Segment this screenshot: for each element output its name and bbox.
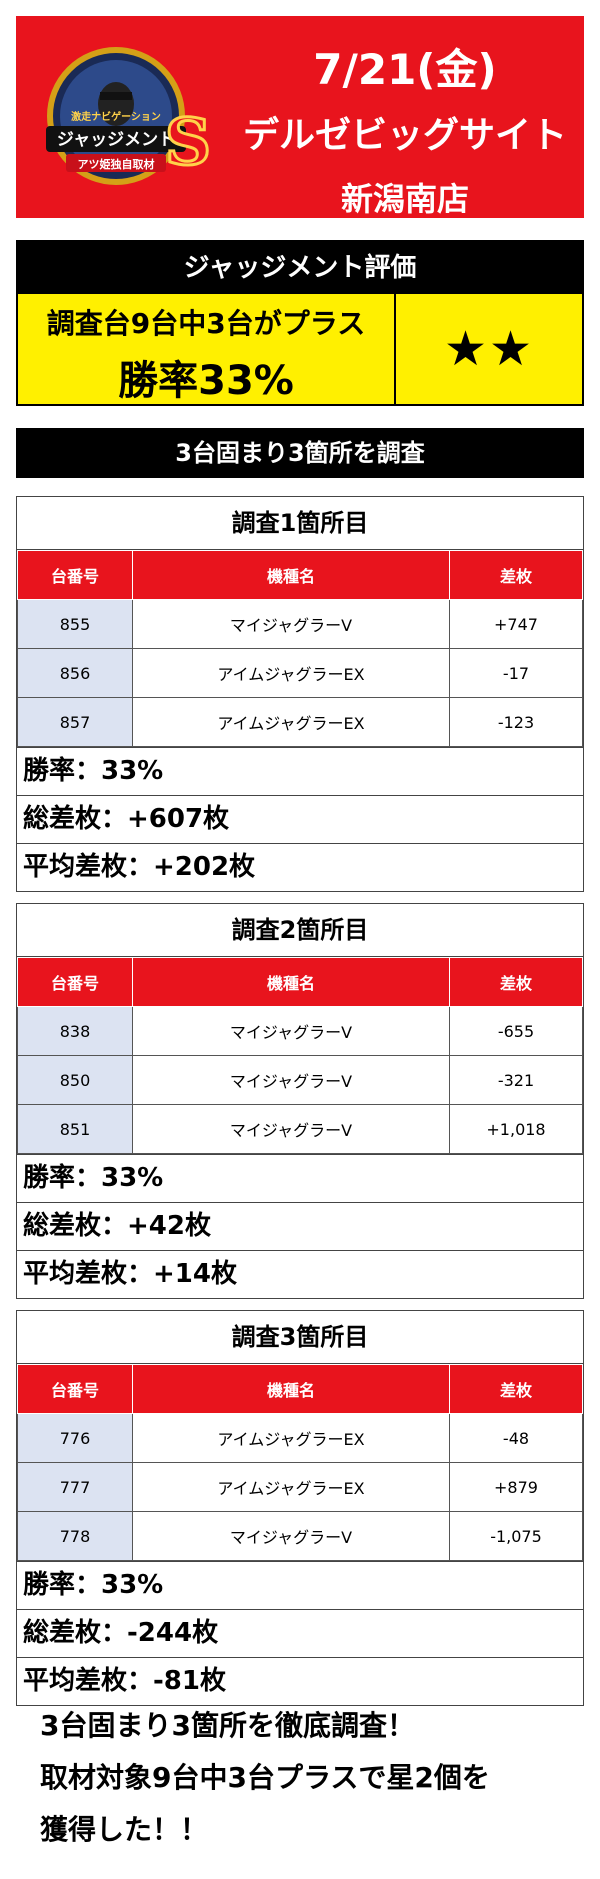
machine-number: 856 bbox=[17, 648, 133, 698]
table-header-row: 台番号 機種名 差枚 bbox=[17, 957, 583, 1007]
machine-number: 855 bbox=[17, 599, 133, 649]
machine-model: マイジャグラーV bbox=[132, 1511, 450, 1561]
survey-title: 調査1箇所目 bbox=[17, 497, 583, 550]
machine-model: マイジャグラーV bbox=[132, 1006, 450, 1056]
machine-diff: +1,018 bbox=[449, 1104, 583, 1154]
total-diff: 総差枚：-244枚 bbox=[17, 1609, 583, 1657]
header-branch-name: 新潟南店 bbox=[340, 180, 469, 218]
survey-title: 調査2箇所目 bbox=[17, 904, 583, 957]
table-row: 857 アイムジャグラーEX -123 bbox=[17, 697, 583, 747]
survey-table: 台番号 機種名 差枚 855 マイジャグラーV +747 856 アイムジャグラ… bbox=[17, 550, 583, 747]
machine-number: 778 bbox=[17, 1511, 133, 1561]
table-row: 776 アイムジャグラーEX -48 bbox=[17, 1413, 583, 1463]
table-row: 855 マイジャグラーV +747 bbox=[17, 599, 583, 649]
machine-model: アイムジャグラーEX bbox=[132, 648, 450, 698]
evaluation-box: ジャッジメント評価 調査台9台中3台がプラス 勝率33% ★★ bbox=[16, 240, 584, 406]
evaluation-stars: ★★ bbox=[396, 294, 582, 404]
win-rate: 勝率：33% bbox=[17, 1561, 583, 1609]
machine-number: 857 bbox=[17, 697, 133, 747]
survey-block-3: 調査3箇所目 台番号 機種名 差枚 776 アイムジャグラーEX -48 777… bbox=[16, 1310, 584, 1706]
machine-diff: -321 bbox=[449, 1055, 583, 1105]
machine-diff: -655 bbox=[449, 1006, 583, 1056]
average-diff: 平均差枚：+14枚 bbox=[17, 1250, 583, 1298]
average-diff: 平均差枚：-81枚 bbox=[17, 1657, 583, 1705]
machine-model: アイムジャグラーEX bbox=[132, 697, 450, 747]
logo-text-main: ジャッジメント bbox=[57, 130, 175, 150]
column-header-number: 台番号 bbox=[17, 957, 133, 1007]
machine-number: 777 bbox=[17, 1462, 133, 1512]
evaluation-summary: 調査台9台中3台がプラス 勝率33% bbox=[18, 294, 396, 404]
footer-line-2: 取材対象9台中3台プラスで星2個を bbox=[40, 1761, 490, 1794]
win-rate: 勝率：33% bbox=[17, 747, 583, 795]
machine-model: アイムジャグラーEX bbox=[132, 1413, 450, 1463]
table-row: 851 マイジャグラーV +1,018 bbox=[17, 1104, 583, 1154]
table-row: 838 マイジャグラーV -655 bbox=[17, 1006, 583, 1056]
table-row: 778 マイジャグラーV -1,075 bbox=[17, 1511, 583, 1561]
column-header-model: 機種名 bbox=[132, 957, 450, 1007]
header-banner: 激走ナビゲーション ジャッジメント アツ姫独自取材 S 7/21(金) デルゼビ… bbox=[16, 16, 584, 218]
section-title: 3台固まり3箇所を調査 bbox=[16, 428, 584, 478]
evaluation-win-rate: 勝率33% bbox=[118, 358, 294, 404]
total-diff: 総差枚：+42枚 bbox=[17, 1202, 583, 1250]
footer-line-1: 3台固まり3箇所を徹底調査！ bbox=[40, 1709, 415, 1742]
machine-diff: -1,075 bbox=[449, 1511, 583, 1561]
machine-number: 851 bbox=[17, 1104, 133, 1154]
footer-line-3: 獲得した！！ bbox=[40, 1813, 209, 1846]
column-header-diff: 差枚 bbox=[449, 957, 583, 1007]
judgment-s-logo: 激走ナビゲーション ジャッジメント アツ姫独自取材 S bbox=[46, 47, 213, 185]
column-header-number: 台番号 bbox=[17, 550, 133, 600]
logo-letter: S bbox=[165, 105, 211, 180]
win-rate: 勝率：33% bbox=[17, 1154, 583, 1202]
table-header-row: 台番号 機種名 差枚 bbox=[17, 1364, 583, 1414]
header-date: 7/21(金) bbox=[313, 45, 497, 94]
column-header-diff: 差枚 bbox=[449, 1364, 583, 1414]
survey-title: 調査3箇所目 bbox=[17, 1311, 583, 1364]
survey-block-2: 調査2箇所目 台番号 機種名 差枚 838 マイジャグラーV -655 850 … bbox=[16, 903, 584, 1299]
total-diff: 総差枚：+607枚 bbox=[17, 795, 583, 843]
table-row: 856 アイムジャグラーEX -17 bbox=[17, 648, 583, 698]
machine-model: マイジャグラーV bbox=[132, 1104, 450, 1154]
machine-diff: -48 bbox=[449, 1413, 583, 1463]
machine-diff: -17 bbox=[449, 648, 583, 698]
table-row: 850 マイジャグラーV -321 bbox=[17, 1055, 583, 1105]
survey-table: 台番号 機種名 差枚 776 アイムジャグラーEX -48 777 アイムジャグ… bbox=[17, 1364, 583, 1561]
machine-model: マイジャグラーV bbox=[132, 1055, 450, 1105]
table-row: 777 アイムジャグラーEX +879 bbox=[17, 1462, 583, 1512]
machine-diff: +747 bbox=[449, 599, 583, 649]
survey-block-1: 調査1箇所目 台番号 機種名 差枚 855 マイジャグラーV +747 856 … bbox=[16, 496, 584, 892]
average-diff: 平均差枚：+202枚 bbox=[17, 843, 583, 891]
machine-model: アイムジャグラーEX bbox=[132, 1462, 450, 1512]
evaluation-line1: 調査台9台中3台がプラス bbox=[46, 307, 366, 340]
column-header-number: 台番号 bbox=[17, 1364, 133, 1414]
survey-table: 台番号 機種名 差枚 838 マイジャグラーV -655 850 マイジャグラー… bbox=[17, 957, 583, 1154]
machine-number: 850 bbox=[17, 1055, 133, 1105]
machine-diff: -123 bbox=[449, 697, 583, 747]
column-header-model: 機種名 bbox=[132, 1364, 450, 1414]
logo-text-sub: アツ姫独自取材 bbox=[78, 157, 155, 171]
column-header-diff: 差枚 bbox=[449, 550, 583, 600]
table-header-row: 台番号 機種名 差枚 bbox=[17, 550, 583, 600]
logo-text-top: 激走ナビゲーション bbox=[71, 110, 161, 123]
machine-model: マイジャグラーV bbox=[132, 599, 450, 649]
column-header-model: 機種名 bbox=[132, 550, 450, 600]
machine-number: 776 bbox=[17, 1413, 133, 1463]
machine-diff: +879 bbox=[449, 1462, 583, 1512]
evaluation-title: ジャッジメント評価 bbox=[18, 242, 582, 294]
header-store-name: デルゼビッグサイト bbox=[242, 115, 567, 156]
machine-number: 838 bbox=[17, 1006, 133, 1056]
footer-summary: 3台固まり3箇所を徹底調査！ 取材対象9台中3台プラスで星2個を 獲得した！！ bbox=[40, 1700, 570, 1856]
